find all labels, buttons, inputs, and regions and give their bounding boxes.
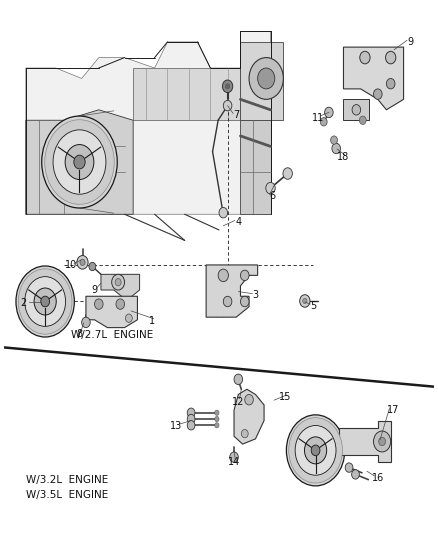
Text: 6: 6	[270, 191, 276, 201]
Circle shape	[89, 262, 96, 271]
Polygon shape	[101, 274, 140, 301]
Circle shape	[77, 255, 88, 269]
Polygon shape	[234, 389, 264, 444]
Circle shape	[223, 80, 233, 93]
Polygon shape	[86, 296, 138, 328]
Circle shape	[245, 394, 253, 405]
Circle shape	[240, 296, 249, 306]
Text: 7: 7	[233, 110, 239, 120]
Circle shape	[295, 425, 336, 475]
Circle shape	[258, 68, 275, 89]
Circle shape	[240, 270, 249, 280]
Circle shape	[374, 431, 391, 452]
Text: 11: 11	[311, 112, 324, 123]
Text: 4: 4	[235, 217, 241, 227]
Circle shape	[187, 421, 195, 430]
Polygon shape	[26, 110, 133, 214]
Circle shape	[125, 314, 132, 322]
Circle shape	[74, 155, 85, 169]
Circle shape	[304, 437, 327, 464]
Circle shape	[241, 430, 248, 438]
Circle shape	[230, 452, 238, 463]
Circle shape	[53, 130, 106, 194]
Text: 9: 9	[407, 37, 413, 47]
Polygon shape	[343, 47, 403, 110]
Text: 10: 10	[65, 261, 77, 270]
Text: 8: 8	[77, 329, 82, 340]
Polygon shape	[133, 68, 240, 120]
Circle shape	[116, 299, 124, 309]
Text: 5: 5	[310, 301, 317, 311]
Polygon shape	[206, 265, 258, 317]
Circle shape	[65, 144, 94, 180]
Circle shape	[286, 415, 345, 486]
Circle shape	[385, 51, 396, 64]
Circle shape	[187, 408, 195, 417]
Circle shape	[374, 89, 382, 99]
Circle shape	[223, 100, 232, 111]
Circle shape	[300, 295, 310, 307]
Circle shape	[311, 445, 320, 456]
Text: W/3.5L  ENGINE: W/3.5L ENGINE	[26, 490, 108, 500]
Polygon shape	[26, 31, 271, 214]
Circle shape	[223, 296, 232, 306]
Text: 15: 15	[279, 392, 292, 402]
Circle shape	[345, 463, 353, 472]
Polygon shape	[339, 421, 391, 463]
Circle shape	[352, 470, 359, 479]
Circle shape	[359, 116, 366, 124]
Text: 13: 13	[170, 421, 182, 431]
Circle shape	[325, 107, 333, 118]
Text: 2: 2	[21, 298, 27, 308]
Circle shape	[289, 418, 343, 483]
Text: 16: 16	[372, 473, 384, 483]
Circle shape	[352, 104, 360, 115]
Circle shape	[234, 374, 243, 384]
Circle shape	[379, 437, 385, 446]
Text: 17: 17	[387, 405, 399, 415]
Circle shape	[115, 279, 121, 286]
Text: W/3.2L  ENGINE: W/3.2L ENGINE	[26, 474, 108, 484]
Polygon shape	[240, 120, 271, 214]
Circle shape	[187, 414, 195, 424]
Circle shape	[332, 143, 340, 154]
Circle shape	[42, 116, 117, 208]
Circle shape	[249, 58, 283, 99]
Circle shape	[218, 269, 229, 281]
Circle shape	[331, 136, 337, 144]
Circle shape	[112, 274, 124, 290]
Circle shape	[219, 207, 228, 218]
Circle shape	[16, 266, 74, 337]
Circle shape	[45, 120, 114, 204]
Circle shape	[215, 423, 219, 428]
Polygon shape	[240, 42, 283, 120]
Text: 14: 14	[228, 457, 240, 467]
Circle shape	[34, 288, 56, 315]
Circle shape	[95, 299, 103, 309]
Circle shape	[215, 416, 219, 422]
Circle shape	[25, 277, 66, 326]
Text: 12: 12	[232, 397, 244, 407]
Text: W/2.7L  ENGINE: W/2.7L ENGINE	[71, 330, 153, 341]
Circle shape	[226, 84, 230, 89]
Text: 9: 9	[92, 285, 98, 295]
Circle shape	[386, 78, 395, 89]
Circle shape	[303, 298, 307, 304]
Circle shape	[320, 118, 327, 126]
Circle shape	[360, 51, 370, 64]
Polygon shape	[343, 99, 369, 120]
Circle shape	[283, 168, 293, 179]
Circle shape	[41, 296, 49, 307]
Text: 3: 3	[252, 290, 258, 300]
Circle shape	[81, 317, 90, 328]
Circle shape	[80, 259, 85, 265]
Text: 1: 1	[149, 317, 155, 326]
Text: 18: 18	[337, 152, 350, 162]
Circle shape	[215, 410, 219, 415]
Circle shape	[266, 182, 275, 194]
Circle shape	[18, 269, 72, 334]
